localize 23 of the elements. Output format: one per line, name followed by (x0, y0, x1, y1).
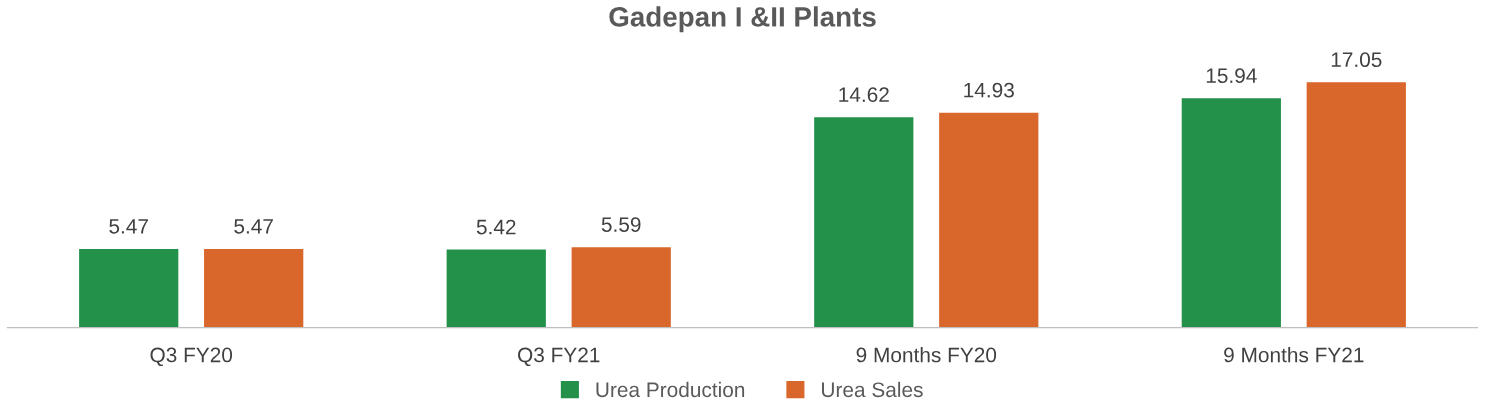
x-tick-label: 9 Months FY21 (1224, 347, 1364, 363)
bar (1306, 82, 1406, 328)
data-label: 14.62 (839, 87, 889, 103)
data-label: 5.47 (234, 219, 273, 234)
x-tick-label: 9 Months FY20 (856, 347, 997, 363)
bar (1181, 98, 1281, 328)
data-label: 5.42 (476, 219, 516, 235)
bar (446, 249, 546, 328)
legend-label: Urea Production (596, 381, 745, 398)
bar (814, 117, 914, 328)
bar (939, 112, 1039, 328)
bar (79, 248, 179, 328)
x-tick-label: Q3 FY21 (518, 347, 600, 367)
legend-label: Urea Sales (822, 381, 923, 398)
data-label: 14.93 (964, 82, 1014, 98)
chart-title: Gadepan I &II Plants (609, 6, 876, 33)
bar (571, 247, 671, 328)
data-label: 17.05 (1331, 52, 1382, 68)
bar (204, 248, 304, 328)
data-label: 5.47 (109, 219, 148, 234)
data-label: 15.94 (1206, 68, 1257, 84)
x-tick-label: Q3 FY20 (150, 347, 233, 367)
data-label: 5.59 (601, 217, 641, 232)
